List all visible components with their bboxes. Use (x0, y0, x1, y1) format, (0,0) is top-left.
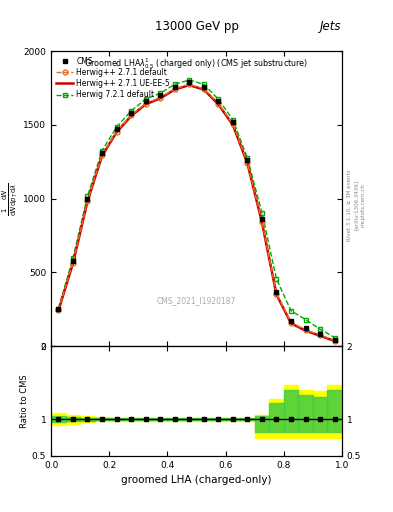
Text: Jets: Jets (320, 20, 342, 33)
Legend: CMS, Herwig++ 2.7.1 default, Herwig++ 2.7.1 UE-EE-5, Herwig 7.2.1 default: CMS, Herwig++ 2.7.1 default, Herwig++ 2.… (55, 55, 172, 101)
Text: [arXiv:1306.3436]: [arXiv:1306.3436] (354, 180, 359, 230)
X-axis label: groomed LHA (charged-only): groomed LHA (charged-only) (121, 475, 272, 485)
Text: Rivet 3.1.10, ≥ 3M events: Rivet 3.1.10, ≥ 3M events (347, 169, 352, 241)
Y-axis label: Ratio to CMS: Ratio to CMS (20, 374, 29, 428)
Text: mcplots.cern.ch: mcplots.cern.ch (361, 183, 366, 227)
Y-axis label: $\frac{1}{\mathrm{d}N}\frac{\mathrm{d}N}{\mathrm{d}p_T\,\mathrm{d}\lambda}$: $\frac{1}{\mathrm{d}N}\frac{\mathrm{d}N}… (1, 182, 20, 216)
Text: 13000 GeV pp: 13000 GeV pp (154, 20, 239, 33)
Text: CMS_2021_I1920187: CMS_2021_I1920187 (157, 296, 236, 305)
Text: Groomed LHA$\lambda^{1}_{0.5}$ (charged only) (CMS jet substructure): Groomed LHA$\lambda^{1}_{0.5}$ (charged … (84, 56, 309, 71)
